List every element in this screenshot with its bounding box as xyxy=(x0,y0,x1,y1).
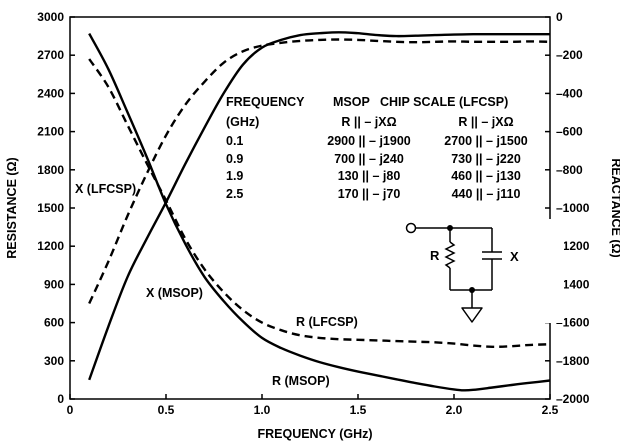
table-cell: 2900 || – j1900 xyxy=(327,134,411,148)
curve-label: X (LFCSP) xyxy=(75,182,136,196)
series-line-r-msop xyxy=(88,33,551,392)
table-cell: R || – jXΩ xyxy=(458,115,513,129)
resistor-icon xyxy=(444,241,456,269)
y-right-tick-label: –600 xyxy=(556,125,583,139)
y-left-tick-label: 2700 xyxy=(37,48,64,62)
y-right-tick-label: –1000 xyxy=(556,201,590,215)
y-right-tick-label: –2000 xyxy=(556,392,590,406)
y-right-tick-label: –400 xyxy=(556,86,583,100)
circuit-background xyxy=(404,219,564,323)
table-cell: 0.1 xyxy=(226,134,243,148)
y-left-tick-label: 1800 xyxy=(37,163,64,177)
curve-label-background xyxy=(293,314,364,330)
y-right-tick-label: –1400 xyxy=(556,277,590,291)
table-header-cell: MSOP xyxy=(333,95,370,109)
y-right-axis-title: REACTANCE (Ω) xyxy=(609,158,620,257)
table-cell: 0.9 xyxy=(226,152,243,166)
x-tick-label: 2.5 xyxy=(542,403,559,417)
x-tick-label: 0 xyxy=(67,403,74,417)
y-left-tick-label: 1500 xyxy=(37,201,64,215)
x-tick-label: 2.0 xyxy=(446,403,463,417)
y-left-tick-label: 2400 xyxy=(37,86,64,100)
table-cell: (GHz) xyxy=(226,115,259,129)
x-axis-title: FREQUENCY (GHz) xyxy=(257,427,372,441)
y-left-tick-label: 3000 xyxy=(37,10,64,24)
table-cell: 130 || – j80 xyxy=(338,169,401,183)
y-left-tick-label: 600 xyxy=(44,316,64,330)
table-cell: 1.9 xyxy=(226,169,243,183)
table-header-cell: FREQUENCY xyxy=(226,95,305,109)
series-line-x-msop xyxy=(88,31,551,381)
input-terminal-icon xyxy=(405,222,417,234)
table-cell: R || – jXΩ xyxy=(341,115,396,129)
x-tick-label: 1.5 xyxy=(350,403,367,417)
curve-label: R (MSOP) xyxy=(272,374,330,388)
y-right-tick-label: –800 xyxy=(556,163,583,177)
y-left-tick-label: 2100 xyxy=(37,125,64,139)
table-header-cell: CHIP SCALE (LFCSP) xyxy=(380,95,508,109)
table-cell: 170 || – j70 xyxy=(338,187,401,201)
y-left-tick-label: 0 xyxy=(57,392,64,406)
y-right-tick-label: –200 xyxy=(556,48,583,62)
curve-labels: X (LFCSP) X (MSOP) R (LFCSP) R (MSOP) xyxy=(75,182,364,388)
curve-label: X (MSOP) xyxy=(146,286,203,300)
table-cell: 440 || – j110 xyxy=(452,187,521,201)
ground-icon xyxy=(461,307,483,323)
x-tick-label: 1.0 xyxy=(254,403,271,417)
table-cell: 2700 || – j1500 xyxy=(444,134,528,148)
table-cell: 2.5 xyxy=(226,187,243,201)
y-left-axis-title: RESISTANCE (Ω) xyxy=(5,157,19,258)
y-left-tick-label: 900 xyxy=(44,277,64,291)
resistor-label: R xyxy=(430,248,440,263)
curve-label: R (LFCSP) xyxy=(296,315,358,329)
y-right-tick-label: –1200 xyxy=(556,239,590,253)
series-line-x-lfcsp xyxy=(88,38,551,304)
axes-layer: 0 0.5 1.0 1.5 2.0 2.5 0 300 600 900 1200 1500 1800 21… xyxy=(5,10,620,441)
y-left-tick-label: 300 xyxy=(44,354,64,368)
y-right-tick-label: –1800 xyxy=(556,354,590,368)
table-cell: 700 || – j240 xyxy=(334,152,404,166)
x-tick-label: 0.5 xyxy=(158,403,175,417)
y-right-tick-label: 0 xyxy=(556,10,563,24)
series-layer xyxy=(88,31,551,392)
table-cell: 730 || – j220 xyxy=(451,152,521,166)
y-right-tick-label: –1600 xyxy=(556,316,590,330)
y-left-tick-label: 1200 xyxy=(37,239,64,253)
data-table: FREQUENCY MSOP CHIP SCALE (LFCSP) (GHz) R ||… xyxy=(226,95,528,201)
table-cell: 460 || – j130 xyxy=(451,169,521,183)
capacitor-label: X xyxy=(510,249,519,264)
plot-frame xyxy=(69,16,551,400)
